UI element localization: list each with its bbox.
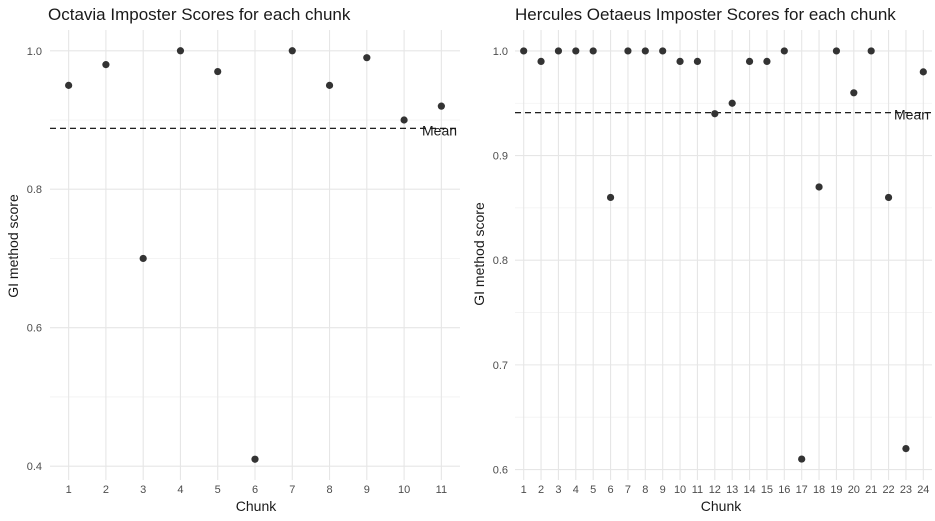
x-tick-label: 10: [398, 484, 410, 496]
data-point: [325, 81, 334, 89]
x-tick-label: 12: [709, 484, 721, 496]
y-tick-label: 0.8: [493, 255, 508, 267]
data-point: [884, 193, 893, 202]
x-axis-title: Chunk: [701, 498, 742, 514]
data-point: [214, 67, 222, 76]
data-point: [641, 47, 649, 55]
data-point: [102, 61, 110, 69]
data-point: [919, 68, 927, 76]
data-point: [624, 47, 632, 55]
data-point: [572, 47, 580, 55]
x-tick-label: 9: [660, 484, 666, 496]
x-tick-label: 17: [796, 484, 808, 496]
y-tick-label: 0.9: [493, 151, 508, 163]
x-tick-label: 20: [848, 484, 860, 496]
data-point: [400, 116, 408, 124]
x-tick-label: 1: [521, 484, 527, 496]
x-tick-label: 11: [436, 484, 447, 496]
data-point: [659, 47, 667, 55]
x-tick-label: 7: [625, 484, 631, 496]
x-tick-label: 2: [538, 484, 544, 496]
x-tick-label: 8: [326, 484, 332, 496]
y-tick-label: 0.6: [27, 323, 42, 335]
data-point: [676, 57, 684, 65]
x-tick-label: 4: [177, 484, 183, 496]
x-tick-label: 7: [289, 484, 295, 496]
y-tick-label: 1.0: [27, 46, 42, 58]
y-axis-title: GI method score: [471, 202, 487, 306]
x-tick-label: 21: [865, 484, 877, 496]
data-point: [537, 57, 545, 65]
x-tick-label: 11: [692, 484, 703, 496]
x-tick-label: 4: [573, 484, 579, 496]
octavia-panel: Octavia Imposter Scores for each chunk C…: [5, 5, 460, 514]
x-tick-label: 2: [103, 484, 109, 496]
x-tick-label: 3: [140, 484, 146, 496]
chart-title: Octavia Imposter Scores for each chunk: [48, 5, 351, 24]
data-point: [728, 99, 736, 107]
x-tick-label: 9: [364, 484, 370, 496]
data-point: [65, 81, 73, 89]
y-tick-label: 0.6: [493, 465, 508, 477]
data-point: [815, 183, 823, 191]
x-tick-label: 14: [743, 484, 755, 496]
data-point: [606, 193, 615, 202]
x-tick-label: 15: [761, 484, 773, 496]
data-point: [520, 47, 528, 55]
gridlines: [50, 30, 460, 480]
x-tick-label: 24: [917, 484, 929, 496]
chart-title: Hercules Oetaeus Imposter Scores for eac…: [515, 5, 896, 24]
x-tick-label: 23: [900, 484, 912, 496]
data-point: [798, 455, 806, 463]
data-point: [763, 57, 771, 65]
data-point: [780, 47, 788, 55]
y-tick-label: 1.0: [493, 46, 508, 58]
data-point: [832, 47, 841, 55]
x-tick-label: 10: [674, 484, 686, 496]
x-tick-label: 5: [590, 484, 596, 496]
data-point: [693, 57, 702, 65]
x-tick-label: 3: [555, 484, 561, 496]
data-point: [711, 110, 719, 118]
data-point: [867, 47, 875, 55]
mean-label: Mean: [422, 122, 457, 138]
data-point: [176, 47, 185, 55]
data-point: [363, 54, 371, 62]
x-tick-label: 6: [252, 484, 258, 496]
y-tick-label: 0.7: [493, 360, 508, 372]
y-tick-label: 0.4: [27, 461, 42, 473]
y-axis-title: GI method score: [5, 194, 21, 298]
data-point: [589, 47, 597, 55]
y-tick-label: 0.8: [27, 184, 42, 196]
data-point: [554, 47, 563, 55]
x-tick-label: 5: [215, 484, 221, 496]
x-tick-label: 18: [813, 484, 825, 496]
x-tick-label: 13: [726, 484, 738, 496]
data-point: [850, 89, 858, 97]
data-point: [437, 102, 445, 110]
x-axis-title: Chunk: [236, 498, 277, 514]
data-point: [902, 445, 910, 453]
hercules-panel: Hercules Oetaeus Imposter Scores for eac…: [471, 5, 932, 514]
x-tick-label: 8: [642, 484, 648, 496]
x-tick-label: 6: [608, 484, 614, 496]
x-tick-label: 16: [778, 484, 790, 496]
mean-label: Mean: [894, 107, 929, 123]
data-point: [745, 57, 754, 65]
data-point: [288, 47, 296, 55]
x-tick-label: 1: [66, 484, 72, 496]
data-point: [251, 455, 259, 463]
data-point: [139, 254, 147, 263]
x-tick-label: 22: [882, 484, 894, 496]
x-tick-label: 19: [830, 484, 842, 496]
gridlines: [515, 30, 932, 480]
